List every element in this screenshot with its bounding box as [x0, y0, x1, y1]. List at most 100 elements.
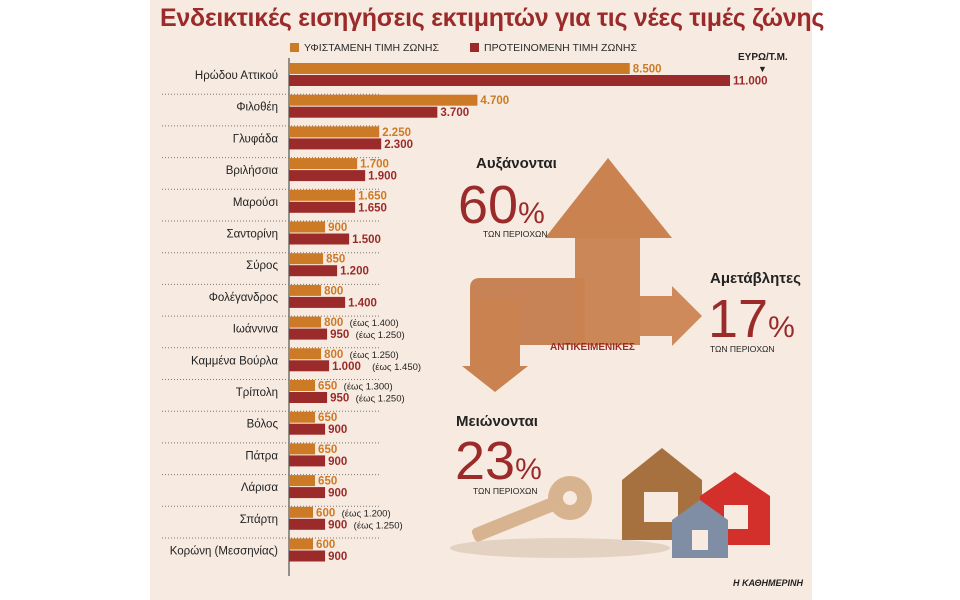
bar-proposed — [289, 75, 730, 86]
down-arrow-head-icon — [462, 366, 528, 392]
keys-houses-illustration — [450, 448, 770, 558]
category-label: Λάρισα — [241, 482, 279, 494]
category-label: Βριλήσσια — [226, 165, 279, 177]
bar-proposed — [289, 265, 338, 277]
value-label-existing: 800 — [324, 285, 343, 297]
note-proposed: (έως 1.450) — [372, 362, 421, 373]
note-existing: (έως 1.400) — [350, 318, 399, 329]
value-label-existing: 800 — [324, 349, 343, 361]
category-label: Σπάρτη — [240, 514, 278, 526]
value-label-proposed: 900 — [328, 519, 347, 531]
category-label: Ηρώδου Αττικού — [195, 70, 278, 82]
bar-existing — [289, 221, 326, 233]
value-label-proposed: 1.400 — [348, 297, 377, 309]
value-label-proposed: 11.000 — [733, 76, 768, 88]
category-label: Τρίπολη — [236, 387, 278, 399]
key-shadow — [450, 538, 670, 558]
value-label-proposed: 900 — [328, 488, 347, 500]
unchanged-label: Αμετάβλητες — [710, 270, 801, 287]
value-label-existing: 650 — [318, 381, 337, 393]
value-label-proposed: 900 — [328, 424, 347, 436]
bar-existing — [289, 506, 314, 518]
note-proposed: (έως 1.250) — [356, 330, 405, 341]
bar-existing — [289, 189, 356, 201]
value-label-proposed: 1.000 — [332, 361, 361, 373]
bar-proposed — [289, 550, 326, 562]
bar-existing — [289, 253, 324, 265]
value-label-proposed: 1.650 — [358, 202, 387, 214]
value-label-existing: 600 — [316, 507, 335, 519]
unchanged-value: 17 — [708, 289, 769, 349]
value-label-existing: 800 — [324, 317, 343, 329]
bar-existing — [289, 126, 380, 138]
value-label-existing: 650 — [318, 444, 337, 456]
bar-proposed — [289, 201, 356, 213]
category-label: Μαρούσι — [233, 197, 279, 209]
category-label: Φολέγανδρος — [209, 292, 279, 304]
decrease-percent: 23% — [455, 434, 542, 497]
category-label: Φιλοθέη — [236, 102, 278, 114]
credit: Η ΚΑΘΗΜΕΡΙΝΗ — [733, 578, 803, 588]
bar-proposed — [289, 296, 346, 308]
arrow-diagram — [462, 158, 702, 392]
bar-proposed — [289, 106, 438, 118]
value-label-existing: 900 — [328, 222, 347, 234]
grey-house-door — [692, 530, 708, 550]
category-label: Σαντορίνη — [226, 229, 278, 241]
bar-proposed — [289, 170, 366, 182]
value-label-proposed: 900 — [328, 551, 347, 563]
bar-proposed — [289, 233, 350, 245]
bar-existing — [289, 63, 630, 74]
bar-proposed — [289, 138, 382, 150]
legend-swatch-existing — [290, 43, 299, 52]
bar-proposed — [289, 360, 330, 372]
bar-existing — [289, 380, 316, 391]
bar-existing — [289, 158, 358, 170]
value-label-proposed: 1.900 — [368, 171, 397, 183]
value-label-proposed: 950 — [330, 393, 349, 405]
key-hole — [563, 491, 577, 505]
legend-proposed: ΠΡΟΤΕΙΝΟΜΕΝΗ ΤΙΜΗ ΖΩΝΗΣ — [470, 42, 637, 54]
increase-percent-sign: % — [518, 197, 545, 230]
bar-existing — [289, 443, 316, 455]
bar-existing — [289, 316, 322, 328]
value-label-existing: 650 — [318, 476, 337, 488]
down-arrow-shaft — [470, 300, 520, 368]
value-label-proposed: 1.500 — [352, 234, 381, 246]
unchanged-sub: ΤΩΝ ΠΕΡΙΟΧΩΝ — [710, 344, 775, 354]
legend-existing: ΥΦΙΣΤΑΜΕΝΗ ΤΙΜΗ ΖΩΝΗΣ — [290, 42, 439, 54]
value-label-existing: 2.250 — [382, 127, 411, 139]
chart-title: Ενδεικτικές εισηγήσεις εκτιμητών για τις… — [160, 4, 825, 32]
bar-existing — [289, 475, 316, 487]
brown-house-window — [644, 492, 678, 522]
value-label-proposed: 3.700 — [440, 107, 469, 119]
up-arrow-head-icon — [545, 158, 672, 238]
decrease-percent-sign: % — [515, 453, 542, 486]
value-label-existing: 8.500 — [633, 64, 662, 76]
unchanged-percent-sign: % — [768, 311, 795, 344]
decrease-value: 23 — [455, 431, 516, 491]
legend-existing-label: ΥΦΙΣΤΑΜΕΝΗ ΤΙΜΗ ΖΩΝΗΣ — [304, 42, 439, 54]
increase-sub: ΤΩΝ ΠΕΡΙΟΧΩΝ — [483, 229, 548, 239]
bar-proposed — [289, 487, 326, 499]
bar-proposed — [289, 455, 326, 467]
category-label: Βόλος — [247, 419, 279, 431]
decrease-sub: ΤΩΝ ΠΕΡΙΟΧΩΝ — [473, 486, 538, 496]
right-arrow-head-icon — [672, 286, 702, 346]
value-label-proposed: 2.300 — [384, 139, 413, 151]
grey-house-icon — [672, 500, 728, 558]
value-label-proposed: 1.200 — [340, 266, 369, 278]
up-arrow-shaft — [575, 235, 640, 345]
bar-existing — [289, 94, 478, 106]
unchanged-percent: 17% — [708, 292, 795, 355]
bar-proposed — [289, 328, 328, 340]
increase-percent: 60% — [458, 178, 545, 241]
decrease-label: Μειώνονται — [456, 413, 538, 430]
increase-label: Αυξάνονται — [476, 155, 557, 172]
bar-proposed — [289, 392, 328, 403]
unit-arrow-icon: ▼ — [758, 64, 767, 74]
value-label-existing: 1.650 — [358, 190, 387, 202]
value-label-existing: 850 — [326, 254, 345, 266]
bar-existing — [289, 411, 316, 423]
